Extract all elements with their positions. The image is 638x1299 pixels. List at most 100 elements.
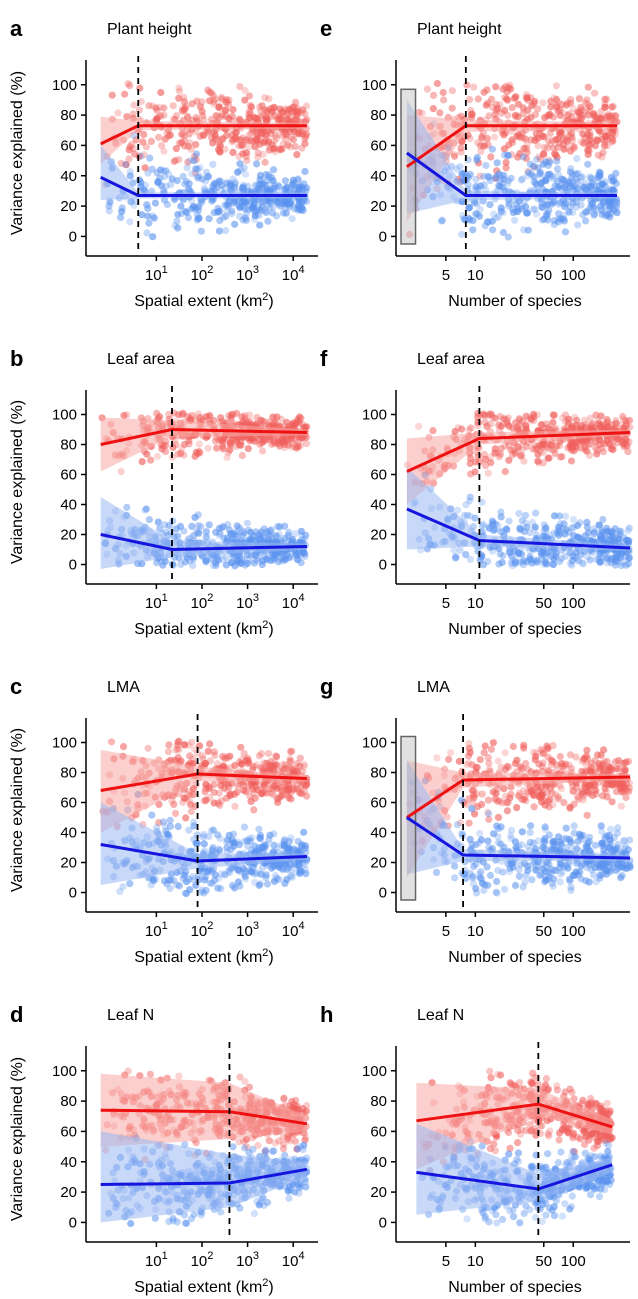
data-point-red bbox=[198, 752, 206, 760]
data-point-red bbox=[244, 760, 252, 768]
data-point-blue bbox=[546, 158, 554, 166]
data-point-blue bbox=[515, 872, 524, 880]
data-point-blue bbox=[216, 529, 224, 538]
data-point-blue bbox=[612, 201, 620, 209]
data-point-blue bbox=[154, 518, 162, 526]
data-point-blue bbox=[188, 197, 196, 205]
data-point-blue bbox=[270, 877, 279, 885]
x-tick-label: 50 bbox=[535, 267, 552, 284]
data-point-red bbox=[108, 91, 116, 99]
data-point-red bbox=[515, 130, 523, 138]
data-point-red bbox=[445, 755, 453, 764]
data-point-red bbox=[489, 788, 497, 796]
data-point-red bbox=[494, 757, 502, 765]
data-point-red bbox=[609, 446, 617, 454]
data-point-blue bbox=[284, 845, 292, 853]
x-tick-label: 5 bbox=[442, 267, 450, 284]
data-point-red bbox=[268, 113, 276, 121]
data-point-red bbox=[520, 144, 528, 153]
data-point-red bbox=[153, 107, 161, 115]
data-point-red bbox=[216, 103, 224, 112]
data-point-blue bbox=[301, 866, 309, 874]
data-point-blue bbox=[205, 521, 213, 529]
data-point-red bbox=[171, 156, 179, 164]
data-point-red bbox=[271, 112, 279, 120]
panel-letter: a bbox=[10, 16, 23, 41]
data-point-red bbox=[508, 104, 516, 112]
data-point-red bbox=[457, 112, 465, 120]
data-point-red bbox=[591, 142, 599, 150]
data-point-red bbox=[196, 132, 204, 140]
data-point-blue bbox=[274, 558, 283, 566]
data-point-blue bbox=[618, 871, 626, 880]
data-point-blue bbox=[493, 159, 501, 167]
data-point-red bbox=[211, 95, 219, 103]
data-point-blue bbox=[456, 163, 464, 171]
data-point-red bbox=[600, 746, 608, 754]
data-point-red bbox=[448, 104, 456, 112]
data-point-red bbox=[485, 765, 493, 773]
y-tick-label: 80 bbox=[370, 107, 387, 124]
data-point-blue bbox=[214, 204, 222, 212]
data-point-red bbox=[189, 791, 197, 799]
data-point-red bbox=[279, 140, 287, 148]
data-point-blue bbox=[452, 553, 460, 561]
x-tick-label: 104 bbox=[282, 920, 305, 940]
data-point-blue bbox=[175, 882, 183, 890]
data-point-red bbox=[603, 135, 611, 144]
data-point-red bbox=[142, 143, 150, 151]
data-point-red bbox=[179, 798, 187, 806]
data-point-blue bbox=[473, 153, 481, 162]
data-point-red bbox=[540, 133, 548, 141]
data-point-red bbox=[549, 418, 557, 426]
data-point-blue bbox=[149, 212, 157, 220]
data-point-blue bbox=[514, 208, 522, 216]
data-point-red bbox=[302, 130, 311, 138]
data-point-red bbox=[119, 743, 128, 751]
data-point-red bbox=[267, 130, 275, 138]
data-point-blue bbox=[202, 528, 210, 536]
x-tick-label: 103 bbox=[236, 264, 259, 284]
data-point-red bbox=[478, 800, 486, 809]
data-point-red bbox=[175, 94, 183, 102]
data-point-blue bbox=[579, 560, 587, 568]
data-point-red bbox=[276, 114, 284, 123]
data-point-blue bbox=[267, 531, 275, 540]
data-point-blue bbox=[238, 184, 247, 192]
data-point-red bbox=[574, 793, 582, 802]
data-point-red bbox=[163, 129, 171, 137]
data-point-red bbox=[205, 88, 214, 96]
data-point-blue bbox=[123, 503, 131, 511]
data-point-red bbox=[523, 94, 531, 102]
data-point-blue bbox=[484, 557, 492, 566]
data-point-blue bbox=[204, 173, 213, 181]
data-point-blue bbox=[105, 207, 113, 215]
data-point-blue bbox=[215, 177, 223, 185]
data-point-blue bbox=[597, 822, 605, 830]
data-point-blue bbox=[553, 529, 561, 537]
data-point-red bbox=[265, 146, 273, 154]
data-point-blue bbox=[186, 886, 194, 894]
data-point-blue bbox=[612, 169, 620, 177]
data-point-red bbox=[539, 749, 547, 758]
data-point-red bbox=[268, 108, 276, 116]
data-point-blue bbox=[228, 207, 236, 215]
data-point-red bbox=[510, 446, 518, 454]
data-point-blue bbox=[138, 211, 146, 219]
data-point-red bbox=[293, 104, 301, 112]
data-point-blue bbox=[561, 228, 570, 236]
data-point-blue bbox=[251, 212, 259, 220]
panel-title: Plant height bbox=[107, 21, 192, 38]
data-point-red bbox=[152, 104, 160, 112]
data-point-blue bbox=[151, 199, 159, 207]
x-axis-label: Number of species bbox=[448, 621, 581, 638]
data-point-red bbox=[169, 443, 177, 451]
data-point-blue bbox=[596, 169, 604, 177]
x-axis-label: Spatial extent (km2) bbox=[134, 291, 274, 310]
data-point-blue bbox=[561, 512, 570, 520]
data-point-blue bbox=[234, 168, 242, 176]
data-point-red bbox=[583, 746, 591, 754]
data-point-red bbox=[583, 96, 591, 104]
data-point-red bbox=[276, 146, 284, 154]
data-point-blue bbox=[437, 217, 446, 225]
